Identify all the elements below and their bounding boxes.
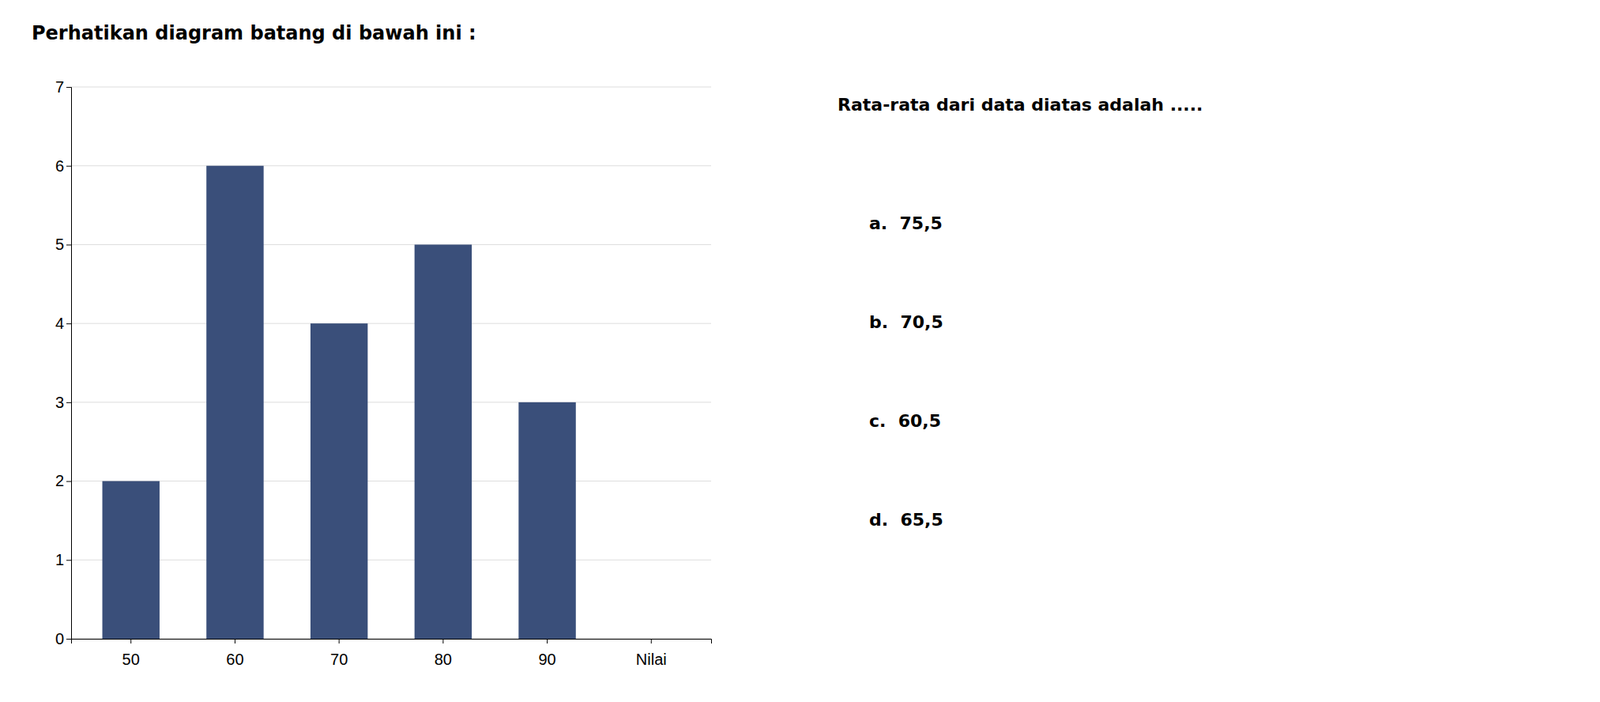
y-axis-line — [66, 87, 72, 640]
y-tick: 6 — [55, 157, 72, 175]
chart-title: Perhatikan diagram batang di bawah ini : — [31, 22, 477, 45]
y-tick-label: 5 — [55, 235, 64, 253]
y-tick: 7 — [55, 78, 72, 96]
x-tick: Nilai — [636, 638, 667, 668]
x-tick: 70 — [330, 638, 348, 668]
bar — [206, 165, 264, 639]
x-tick-mark — [442, 638, 444, 644]
y-tick-mark — [66, 165, 72, 167]
x-tick-label: Nilai — [636, 650, 667, 668]
x-tick-label: 80 — [434, 650, 452, 668]
grid-line — [71, 323, 712, 324]
bar — [102, 481, 160, 639]
chart-canvas: 0 1 2 3 4 5 6 7 50 60 70 80 90 Nilai Perhatikan diagra… — [0, 0, 1600, 702]
y-tick: 4 — [55, 314, 72, 332]
question-text: Rata-rata dari data diatas adalah ..... — [837, 94, 1203, 115]
y-tick-mark — [66, 244, 72, 245]
grid — [71, 86, 712, 639]
x-tick-mark — [546, 638, 548, 644]
bar — [518, 402, 576, 639]
y-tick: 5 — [55, 235, 72, 253]
x-tick-mark — [338, 638, 340, 644]
option-text: c. 60,5 — [869, 410, 942, 431]
y-tick: 1 — [55, 550, 72, 569]
y-tick-mark — [66, 559, 72, 561]
y-axis: 0 1 2 3 4 5 6 7 — [55, 78, 72, 648]
x-tick-label: 70 — [330, 650, 348, 668]
x-tick-mark — [651, 638, 652, 644]
x-tick: 60 — [225, 638, 244, 668]
grid-line — [71, 165, 712, 166]
option-text: a. 75,5 — [869, 213, 943, 234]
grid-line — [71, 244, 712, 245]
y-tick-mark — [66, 86, 72, 88]
y-tick-mark — [66, 323, 72, 324]
x-tick-label: 60 — [225, 650, 244, 668]
y-tick-mark — [66, 402, 72, 403]
x-axis-line — [71, 639, 712, 644]
grid-line — [71, 480, 712, 482]
y-tick-mark — [66, 481, 72, 482]
grid-line — [71, 86, 712, 88]
question-panel: Rata-rata dari data diatas adalah ..... a… — [837, 94, 1203, 530]
y-tick: 0 — [55, 629, 72, 648]
y-tick-label: 2 — [55, 471, 64, 490]
y-tick-label: 3 — [55, 393, 64, 411]
y-tick-label: 7 — [55, 78, 64, 96]
x-tick-label: 50 — [122, 650, 140, 668]
y-tick-mark — [66, 638, 72, 640]
x-tick: 50 — [122, 638, 140, 668]
bar — [414, 244, 472, 639]
x-tick-label: 90 — [538, 650, 556, 668]
y-tick-label: 4 — [55, 314, 64, 332]
x-tick-mark — [130, 638, 132, 644]
grid-line — [71, 401, 712, 403]
grid-line — [71, 559, 712, 561]
y-tick: 2 — [55, 471, 72, 490]
y-tick-label: 0 — [55, 629, 64, 648]
x-tick: 80 — [434, 638, 452, 668]
bars — [102, 165, 576, 639]
option-text: d. 65,5 — [869, 509, 944, 530]
x-tick-mark — [234, 638, 236, 644]
y-tick-label: 6 — [55, 157, 64, 175]
plot-area: 0 1 2 3 4 5 6 7 50 60 70 80 90 Nilai — [55, 78, 712, 668]
bar — [310, 323, 368, 639]
x-axis: 50 60 70 80 90 Nilai — [71, 638, 712, 668]
x-tick: 90 — [538, 638, 556, 668]
option-text: b. 70,5 — [869, 312, 944, 332]
y-tick: 3 — [55, 393, 72, 411]
y-tick-label: 1 — [55, 550, 64, 569]
